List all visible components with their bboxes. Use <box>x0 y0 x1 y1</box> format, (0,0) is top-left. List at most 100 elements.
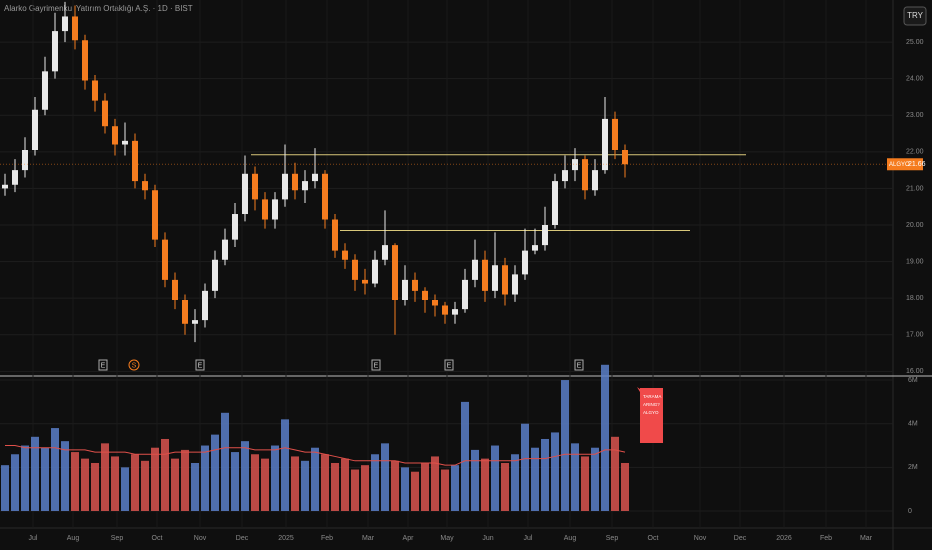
x-tick-label: Jul <box>524 535 533 542</box>
volume-bar <box>391 460 399 511</box>
x-tick-label: Oct <box>152 535 163 542</box>
volume-bar <box>131 454 139 511</box>
candle-body <box>112 126 118 145</box>
event-label: E <box>447 362 452 369</box>
volume-bar <box>141 460 149 511</box>
volume-bar <box>381 443 389 511</box>
volume-ma <box>5 445 626 466</box>
x-tick-label: 2026 <box>776 535 792 542</box>
volume-bar <box>521 423 529 511</box>
volume-bar <box>361 465 369 511</box>
volume-bar <box>91 462 99 511</box>
candle-body <box>432 300 438 306</box>
candle-body <box>492 265 498 291</box>
candle-body <box>622 150 628 165</box>
volume-bar <box>251 454 259 511</box>
candle-body <box>222 239 228 260</box>
volume-tick-label: 2M <box>908 464 918 471</box>
volume-bar <box>431 456 439 511</box>
volume-bar <box>81 458 89 511</box>
x-tick-label: Aug <box>564 535 577 542</box>
event-label: E <box>198 362 203 369</box>
x-tick-label: Apr <box>403 535 415 542</box>
volume-bar <box>581 456 589 511</box>
volume-bar <box>51 428 59 511</box>
volume-bar <box>71 452 79 511</box>
volume-tick-label: 6M <box>908 377 918 384</box>
x-tick-label: Mar <box>362 535 375 542</box>
y-tick-label: 17.00 <box>906 332 924 339</box>
candle-body <box>602 118 608 171</box>
y-tick-label: 18.00 <box>906 295 924 302</box>
candle-body <box>562 170 568 182</box>
candle-body <box>322 173 328 220</box>
x-tick-label: Jul <box>29 535 38 542</box>
candle-body <box>102 100 108 127</box>
event-marker <box>444 359 454 371</box>
volume-bar <box>151 447 159 511</box>
volume-bar <box>591 447 599 511</box>
candle-body <box>332 219 338 251</box>
volume-bar <box>191 462 199 511</box>
candle-body <box>392 245 398 300</box>
volume-bar <box>61 441 69 511</box>
candle-body <box>382 245 388 260</box>
volume-bar <box>341 458 349 511</box>
candle-body <box>172 279 178 300</box>
last-price-label: 21.66 <box>908 161 926 168</box>
candle-body <box>502 265 508 295</box>
candle-body <box>192 320 198 324</box>
volume-bar <box>571 443 579 511</box>
candle-body <box>402 279 408 300</box>
volume-bar <box>351 469 359 511</box>
candle-body <box>362 279 368 284</box>
y-tick-label: 24.00 <box>906 76 924 83</box>
x-tick-label: Feb <box>820 535 832 542</box>
candle-body <box>142 181 148 191</box>
currency-button[interactable] <box>903 6 927 26</box>
candle-body <box>272 199 278 220</box>
candle-body <box>422 290 428 300</box>
volume-bar <box>471 449 479 511</box>
event-label: S <box>132 362 137 369</box>
volume-bar <box>621 462 629 511</box>
event-marker <box>98 359 108 371</box>
candle-body <box>82 40 88 81</box>
candle-body <box>302 181 308 191</box>
candle-body <box>152 190 158 240</box>
candle-body <box>232 214 238 240</box>
x-tick-label: Nov <box>194 535 207 542</box>
volume-bar <box>291 456 299 511</box>
volume-bar <box>511 454 519 511</box>
volume-bar <box>241 441 249 511</box>
candle-body <box>282 173 288 200</box>
volume-bar <box>501 462 509 511</box>
candle-body <box>612 118 618 150</box>
candle-body <box>582 159 588 191</box>
candle-body <box>2 184 8 189</box>
volume-bar <box>401 467 409 511</box>
candle-body <box>342 250 348 260</box>
currency-label[interactable]: TRY <box>907 11 924 20</box>
x-tick-label: Dec <box>734 535 747 542</box>
y-tick-label: 25.00 <box>906 39 924 46</box>
volume-bar <box>451 465 459 511</box>
candle-body <box>412 279 418 291</box>
candle-body <box>482 259 488 291</box>
x-tick-label: Feb <box>321 535 333 542</box>
volume-bar <box>31 436 39 511</box>
volume-bar <box>41 447 49 511</box>
candle-body <box>512 274 518 295</box>
chart-title: Alarko Gayrimenkul Yatırım Ortaklığı A.Ş… <box>4 4 193 13</box>
x-tick-label: 2025 <box>278 535 294 542</box>
candle-body <box>532 245 538 251</box>
candle-body <box>122 140 128 145</box>
alert-text: TARAMA <box>643 394 661 399</box>
volume-bar <box>531 447 539 511</box>
volume-bar <box>441 469 449 511</box>
volume-bar <box>601 364 609 511</box>
volume-tick-label: 0 <box>908 508 912 515</box>
volume-bar <box>561 380 569 511</box>
volume-bar <box>301 460 309 511</box>
